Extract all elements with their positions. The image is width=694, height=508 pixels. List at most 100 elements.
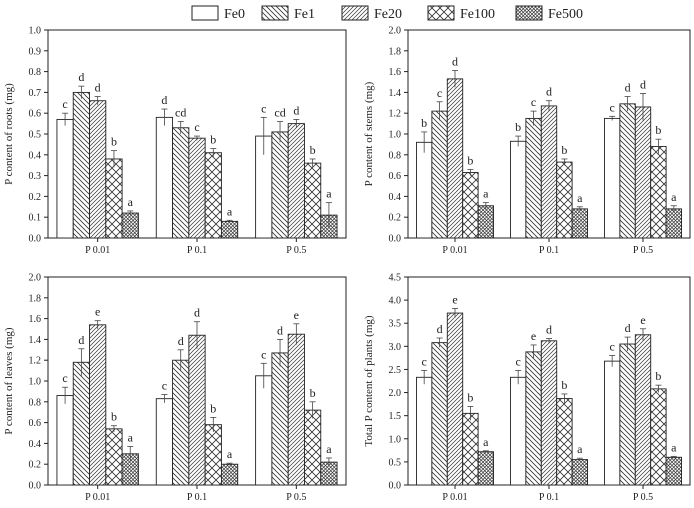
significance-letter: d <box>78 333 84 347</box>
significance-letter: b <box>467 153 473 167</box>
significance-letter: d <box>625 81 631 95</box>
bar-fe0 <box>56 118 74 239</box>
bar-fe500 <box>220 220 239 239</box>
x-tick-label: P 0.01 <box>442 492 467 503</box>
x-tick-label: P 0.1 <box>539 245 559 256</box>
x-tick-label: P 0.5 <box>633 492 653 503</box>
significance-letter: a <box>671 190 677 204</box>
legend-label: Fe20 <box>374 7 402 22</box>
x-tick-label: P 0.01 <box>85 492 110 503</box>
x-tick-label: P 0.1 <box>187 492 207 503</box>
significance-letter: b <box>561 143 567 157</box>
y-tick-label: 1.8 <box>29 293 42 304</box>
significance-letter: a <box>227 204 233 218</box>
bar-fe1 <box>72 361 90 486</box>
y-tick-label: 0.2 <box>389 213 402 224</box>
y-tick-label: 1.4 <box>29 335 42 346</box>
y-tick-label: 0.0 <box>389 234 402 245</box>
bar-fe0 <box>510 140 527 239</box>
significance-letter: c <box>610 100 615 114</box>
y-tick-label: 0.4 <box>389 192 402 203</box>
bar-fe0 <box>155 116 174 239</box>
significance-letter: b <box>111 135 117 149</box>
significance-letter: a <box>326 442 332 456</box>
significance-letter: d <box>95 81 101 95</box>
significance-letter: b <box>467 390 473 404</box>
legend-swatch <box>427 5 455 21</box>
y-tick-label: 0.0 <box>29 234 42 245</box>
significance-letter: b <box>111 410 117 424</box>
legend-item-fe0: Fe0 <box>191 5 245 22</box>
significance-letter: d <box>293 103 299 117</box>
significance-letter: c <box>531 95 536 109</box>
significance-letter: d <box>546 85 552 99</box>
significance-letter: c <box>62 97 67 111</box>
legend-label: Fe0 <box>224 7 245 22</box>
bar-fe1 <box>271 352 289 486</box>
y-axis-label: P content of stems (mg) <box>363 81 375 186</box>
y-tick-label: 1.6 <box>29 314 42 325</box>
significance-letter: b <box>421 116 427 130</box>
bar-fe20 <box>446 312 464 486</box>
significance-letter: d <box>78 70 84 84</box>
legend-label: Fe100 <box>460 7 495 22</box>
y-tick-label: 0.8 <box>389 150 402 161</box>
bar-fe500 <box>571 459 588 486</box>
significance-letter: c <box>610 340 615 354</box>
x-tick-label: P 0.5 <box>286 245 306 256</box>
y-tick-label: 1.6 <box>389 67 402 78</box>
bar-fe20 <box>188 334 206 486</box>
bar-fe20 <box>89 324 107 486</box>
significance-letter: b <box>210 401 216 415</box>
y-tick-label: 4.0 <box>389 296 402 307</box>
chart-panel-total: 0.0 0.5 1.0 1.5 2.0 2.5 3.0 3.5 4.0 4.5 Total P co… <box>363 273 691 503</box>
bar-fe20 <box>188 137 206 239</box>
y-axis-label: Total P content of plants (mg) <box>363 315 375 446</box>
significance-letter: c <box>516 354 521 368</box>
bar-fe1 <box>431 342 448 486</box>
legend-swatch <box>515 5 543 21</box>
significance-letter: a <box>671 440 677 454</box>
chart-panel-roots: 0.0 0.1 0.2 0.3 0.4 0.5 0.6 0.7 0.8 0.9 1.0 P conte… <box>3 26 347 256</box>
significance-letter: cd <box>175 106 186 120</box>
significance-letter: e <box>640 313 645 327</box>
legend-label: Fe500 <box>548 7 583 22</box>
significance-letter: b <box>210 133 216 147</box>
bar-fe500 <box>121 212 139 239</box>
y-tick-label: 2.0 <box>389 388 402 399</box>
bar-fe0 <box>255 375 273 486</box>
y-tick-label: 1.0 <box>29 377 42 388</box>
legend-swatch <box>341 5 369 21</box>
bar-fe1 <box>172 127 190 239</box>
bar-fe1 <box>619 343 636 486</box>
x-tick-label: P 0.1 <box>539 492 559 503</box>
x-tick-label: P 0.01 <box>442 245 467 256</box>
significance-letter: c <box>261 347 266 361</box>
bar-fe500 <box>665 456 682 486</box>
y-tick-label: 0.8 <box>29 67 42 78</box>
y-tick-label: 0.5 <box>389 457 402 468</box>
y-tick-label: 1.8 <box>389 46 402 57</box>
significance-letter: b <box>655 123 661 137</box>
significance-letter: e <box>294 308 299 322</box>
y-tick-label: 0.8 <box>29 397 42 408</box>
bar-fe1 <box>525 117 542 239</box>
significance-letter: a <box>577 191 583 205</box>
bar-fe100 <box>462 412 479 486</box>
bar-fe0 <box>416 141 433 239</box>
bar-fe1 <box>271 131 289 239</box>
bar-fe0 <box>155 398 174 486</box>
significance-letter: a <box>128 431 134 445</box>
bar-fe500 <box>477 451 494 486</box>
x-tick-label: P 0.5 <box>286 492 306 503</box>
y-tick-label: 0.7 <box>29 88 42 99</box>
significance-letter: e <box>95 305 100 319</box>
y-tick-label: 0.0 <box>389 481 402 492</box>
y-tick-label: 0.5 <box>29 130 42 141</box>
significance-letter: a <box>128 195 134 209</box>
significance-letter: d <box>277 323 283 337</box>
significance-letter: b <box>561 378 567 392</box>
legend-label: Fe1 <box>294 7 315 22</box>
chart-panel-stems: 0.0 0.2 0.4 0.6 0.8 1.0 1.2 1.4 1.6 1.8 2.0 P conte… <box>363 26 691 256</box>
bar-fe500 <box>571 208 588 239</box>
